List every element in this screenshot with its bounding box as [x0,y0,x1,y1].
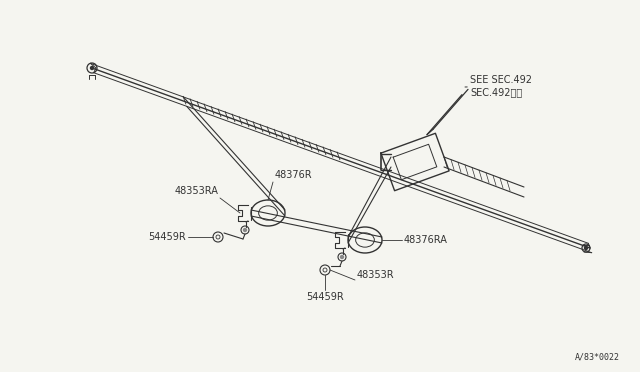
Text: A/83*0022: A/83*0022 [575,353,620,362]
Text: 54459R: 54459R [148,232,186,242]
Text: SEE SEC.492
SEC.492参図: SEE SEC.492 SEC.492参図 [465,76,532,97]
Text: 48353RA: 48353RA [174,186,218,196]
Circle shape [243,228,246,231]
Circle shape [90,67,93,70]
Circle shape [340,256,344,259]
Text: 54459R: 54459R [306,292,344,302]
Text: 48353R: 48353R [357,270,395,280]
Text: 48376RA: 48376RA [404,235,448,245]
Circle shape [584,247,588,250]
Text: 48376R: 48376R [275,170,312,180]
